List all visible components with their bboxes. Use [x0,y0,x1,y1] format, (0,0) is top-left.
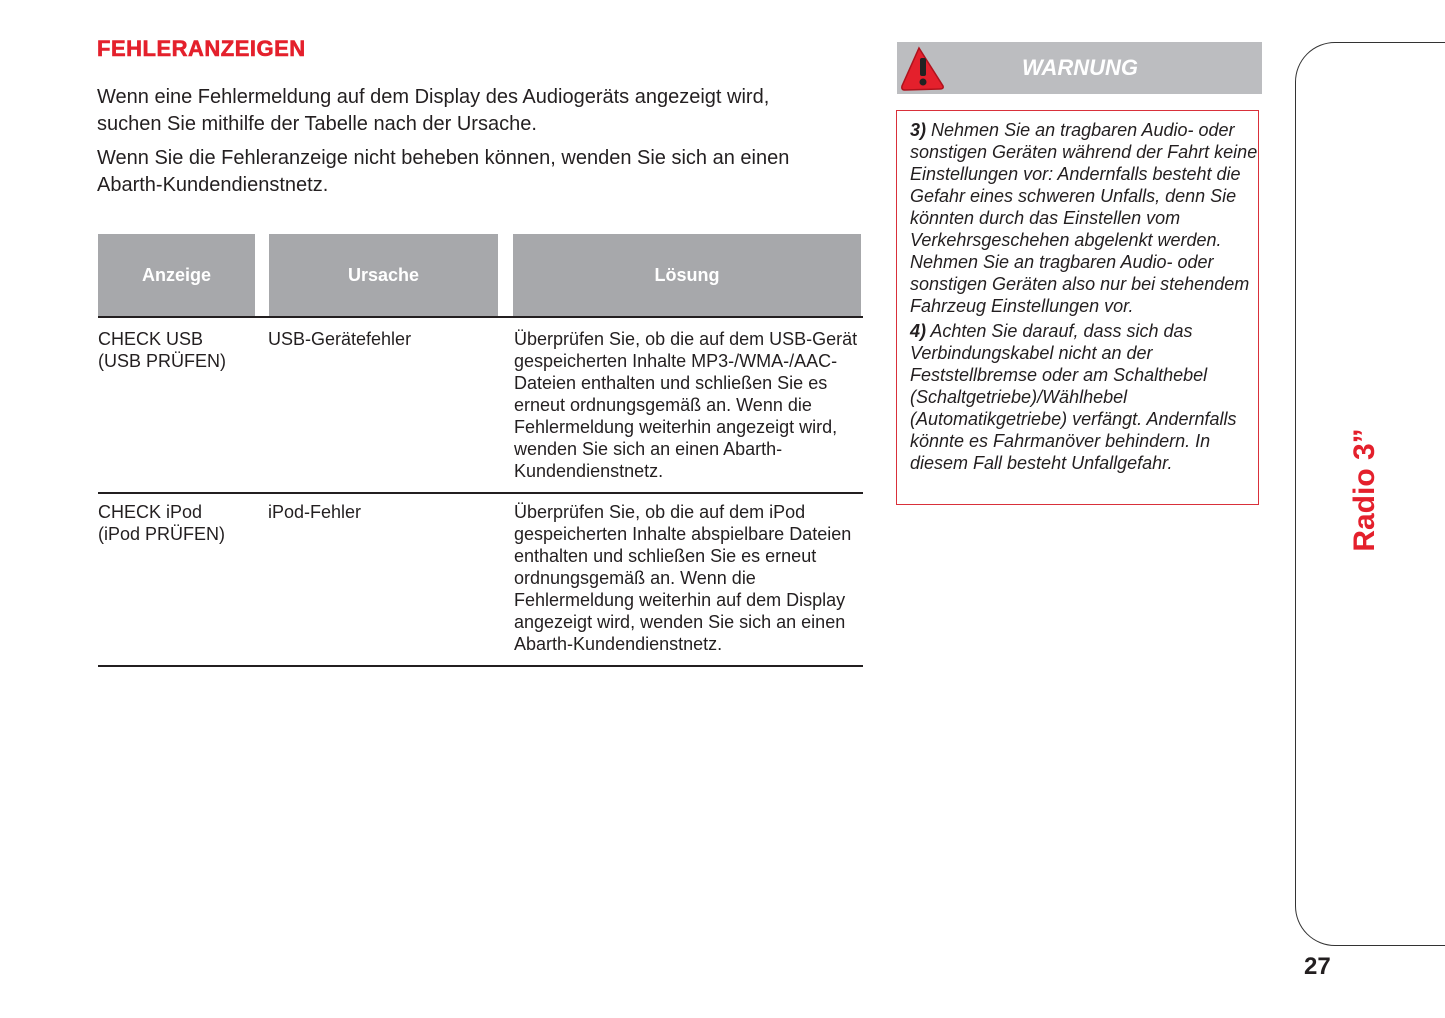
intro-paragraph: Wenn Sie die Fehleranzeige nicht beheben… [97,147,790,196]
page-number: 27 [1304,953,1331,980]
table-divider [98,316,863,318]
warning-header [897,42,1262,94]
table-divider [98,665,863,667]
warning-item: 3) Nehmen Sie an tragbaren Audio- oder s… [910,119,1258,317]
item-number: 3) [910,120,927,140]
intro-paragraph: Wenn eine Fehlermeldung auf dem Display … [97,86,770,135]
chapter-tab-label: Radio 3” [1348,428,1381,552]
cell-ursache: iPod-Fehler [268,502,362,522]
warning-item: 4) Achten Sie darauf, dass sich das Verb… [910,320,1258,474]
cell-anzeige: CHECK iPod (iPod PRÜFEN) [98,502,226,544]
cell-ursache: USB-Gerätefehler [268,329,412,349]
table-header-loesung: Lösung [513,234,861,316]
table-header-anzeige: Anzeige [98,234,255,316]
section-heading: FEHLERANZEIGEN [97,36,306,62]
item-text: Nehmen Sie an tragbaren Audio- oder sons… [910,120,1258,316]
chapter-tab [1295,42,1445,946]
cell-loesung: Überprüfen Sie, ob die auf dem USB-Gerät… [514,329,858,481]
table-divider [98,492,863,494]
warning-title: WARNUNG [1021,55,1139,80]
table-header-ursache: Ursache [269,234,498,316]
warning-triangle-icon [901,46,944,91]
warning-box: 3) Nehmen Sie an tragbaren Audio- oder s… [896,110,1259,505]
cell-anzeige: CHECK USB (USB PRÜFEN) [98,329,227,371]
item-number: 4) [910,321,927,341]
item-text: Achten Sie darauf, dass sich das Verbind… [910,321,1237,473]
cell-loesung: Überprüfen Sie, ob die auf dem iPod gesp… [514,502,852,654]
